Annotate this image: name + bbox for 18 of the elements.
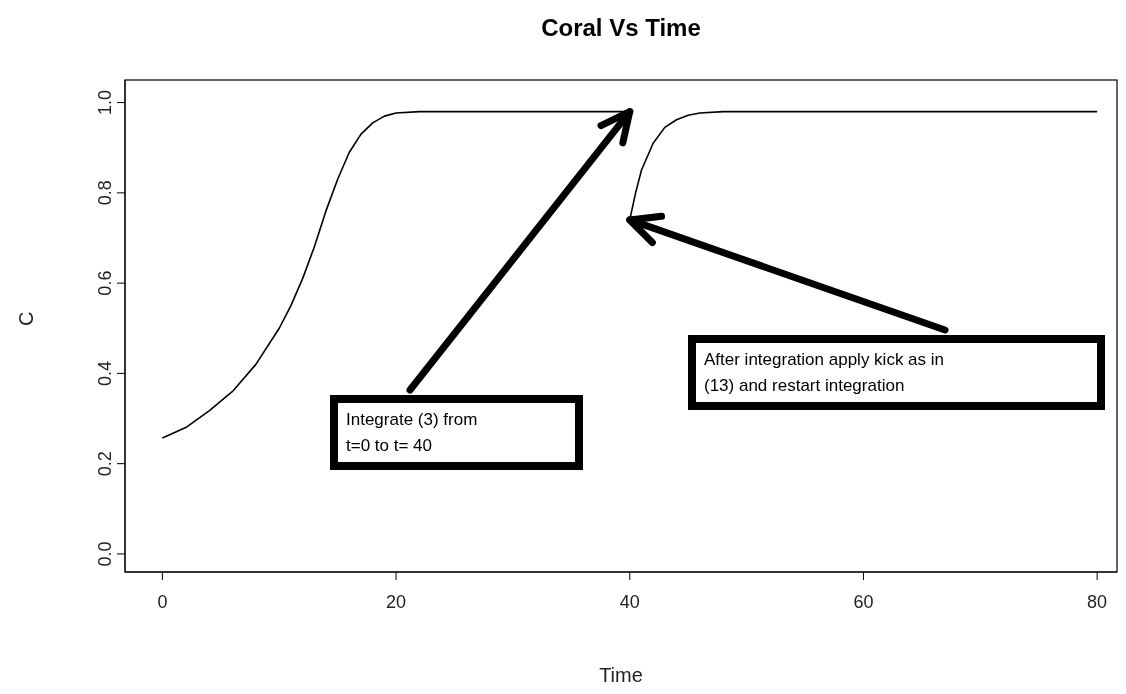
y-tick-label: 1.0 bbox=[95, 90, 115, 116]
x-tick-label: 60 bbox=[853, 592, 874, 612]
annotation: After integration apply kick as in (13) and restart integration bbox=[704, 350, 945, 395]
x-tick-label: 40 bbox=[619, 592, 640, 612]
chart-title: Coral Vs Time bbox=[540, 14, 702, 42]
y-tick-label: 0.0 bbox=[95, 541, 115, 567]
y-tick-label: 0.6 bbox=[95, 270, 115, 296]
x-tick-label: 20 bbox=[386, 592, 407, 612]
y-tick-label: 0.8 bbox=[95, 180, 115, 206]
y-axis-title: C bbox=[15, 311, 38, 326]
y-tick-label: 0.4 bbox=[95, 360, 115, 386]
annotation: Integrate (3) from t=0 to t= 40 bbox=[346, 410, 478, 455]
text-box: Integrate (3) from t=0 to t= 40 bbox=[330, 395, 583, 470]
text-box: After integration apply kick as in (13) and restart integration bbox=[688, 335, 1105, 410]
y-tick-label: 0.2 bbox=[95, 451, 115, 477]
x-tick-label: 80 bbox=[1087, 592, 1108, 612]
x-tick-label: 0 bbox=[157, 592, 168, 612]
x-axis-title: Time bbox=[599, 664, 643, 686]
